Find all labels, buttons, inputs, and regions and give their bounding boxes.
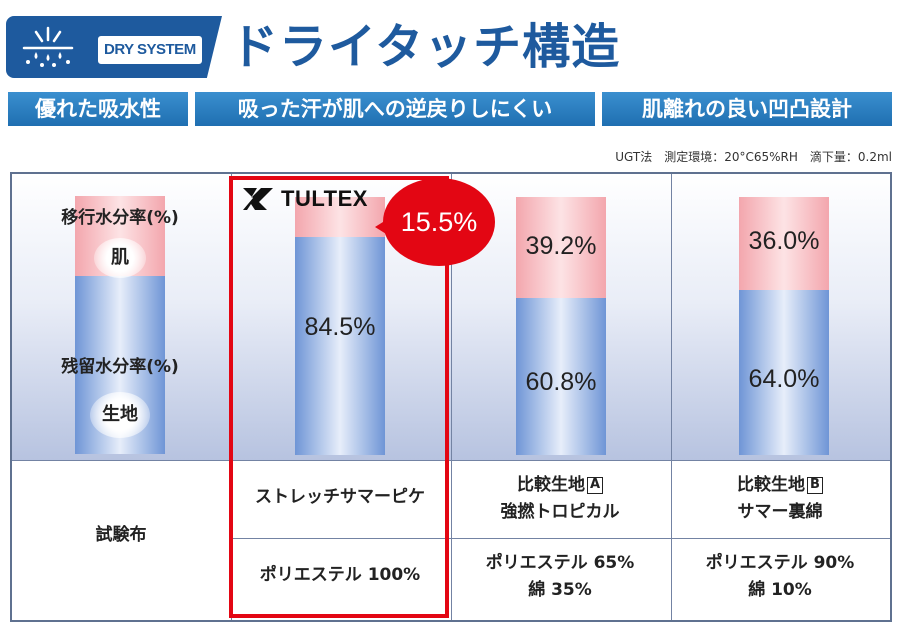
page-title: ドライタッチ構造 <box>230 19 621 75</box>
data-label-residual: 60.8% <box>525 368 597 397</box>
fabric-name-a: 比較生地 A 強撚トロピカル <box>451 472 669 526</box>
mark-a: A <box>587 477 603 494</box>
fabric-name-b-line1: 比較生地 <box>737 475 805 495</box>
fabric-name-b-line2: サマー裏綿 <box>737 502 823 522</box>
dry-system-label: DRY SYSTEM <box>98 36 202 64</box>
composition-a-line1: ポリエステル 65% <box>485 553 635 573</box>
bar-segment-transfer <box>516 197 606 299</box>
legend-skin-bubble: 肌 <box>94 238 146 278</box>
bar-segment-residual <box>295 236 385 455</box>
stacked-bar: 36.0% 64.0% <box>739 197 829 455</box>
composition-b-line2: 綿 10% <box>748 580 812 600</box>
bar-segment-residual <box>516 298 606 455</box>
column-divider <box>451 174 452 620</box>
composition-b: ポリエステル 90% 綿 10% <box>671 550 889 604</box>
test-conditions: UGT法 測定環境：20°C65%RH 滴下量：0.2ml <box>615 150 892 164</box>
stacked-bar: 84.5% <box>295 197 385 455</box>
fabric-name-tultex: ストレッチサマーピケ <box>255 487 425 507</box>
composition-tultex: ポリエステル 100% <box>259 565 421 585</box>
stacked-bar: 39.2% 60.8% <box>516 197 606 455</box>
legend-bottom-label: 残留水分率(%) <box>61 357 179 377</box>
tultex-logo: TULTEX <box>241 184 368 214</box>
tultex-mark-icon <box>243 188 273 210</box>
dry-system-badge: DRY SYSTEM <box>6 16 222 78</box>
fabric-name-b: 比較生地 B サマー裏綿 <box>671 472 889 526</box>
water-drops-icon <box>22 26 74 67</box>
composition-a: ポリエステル 65% 綿 35% <box>451 550 669 604</box>
data-label-residual: 64.0% <box>748 364 820 393</box>
column-divider <box>231 174 232 620</box>
bar-segment-transfer <box>295 197 385 237</box>
composition-b-line1: ポリエステル 90% <box>705 553 855 573</box>
mark-b: B <box>807 477 823 494</box>
data-label-residual: 84.5% <box>304 312 376 341</box>
tultex-wordmark: TULTEX <box>281 186 368 211</box>
highlight-callout: 15.5% <box>383 178 495 266</box>
row-header-test-fabric: 試験布 <box>95 525 147 545</box>
row-divider <box>12 460 890 461</box>
fabric-name-a-line1: 比較生地 <box>517 475 585 495</box>
legend-fabric-bubble: 生地 <box>90 392 150 438</box>
feature-no-backflow: 吸った汗が肌への逆戻りしにくい <box>195 92 595 126</box>
legend-top-label: 移行水分率(%) <box>61 208 179 228</box>
data-label-transfer: 39.2% <box>525 231 597 260</box>
column-divider <box>671 174 672 620</box>
fabric-name-a-line2: 強撚トロピカル <box>500 502 620 522</box>
composition-a-line2: 綿 35% <box>528 580 592 600</box>
bar-segment-residual <box>739 289 829 455</box>
bar-segment-transfer <box>739 197 829 290</box>
row-divider <box>231 538 890 539</box>
feature-water-absorption: 優れた吸水性 <box>8 92 188 126</box>
feature-uneven-design: 肌離れの良い凹凸設計 <box>602 92 892 126</box>
data-label-transfer: 36.0% <box>748 227 820 256</box>
